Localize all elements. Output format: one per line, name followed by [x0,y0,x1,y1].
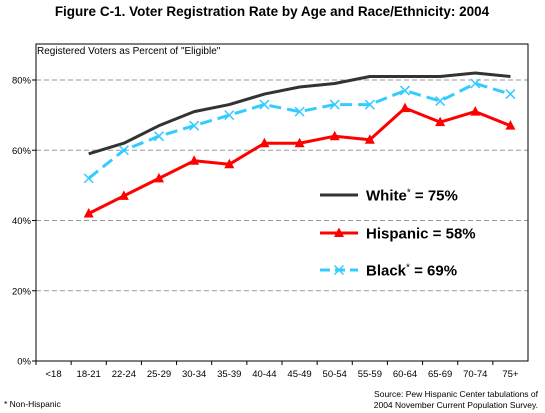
data-point [329,99,340,110]
x-tick-label: <18 [46,369,62,380]
legend: White* = 75% Hispanic = 58% Black* = 69% [320,188,476,280]
data-point [294,137,305,148]
series-line [88,71,511,156]
x-tick-label: 55-59 [358,369,382,380]
x-tick-label: 50-54 [323,369,347,380]
data-point [435,96,446,107]
x-tick-label: 30-34 [182,369,206,380]
chart-title: Figure C-1. Voter Registration Rate by A… [55,4,490,19]
data-point [189,120,200,131]
legend-marker [333,264,345,276]
data-point [294,106,305,117]
grid [36,79,528,292]
data-point [224,110,235,121]
y-ticks: 0% 20% 40% 60% 80% [12,76,32,368]
data-point [153,131,165,142]
legend-label: Black* = 69% [366,263,457,280]
y-tick-label: 0% [17,357,31,368]
data-point [259,137,270,148]
data-point [259,99,270,110]
data-point [189,155,200,165]
data-point [400,102,410,113]
data-point [470,78,481,89]
data-point [399,85,411,96]
series-line [87,82,511,180]
x-tick-label: 75+ [502,369,519,380]
x-tick-label: 25-29 [147,369,171,380]
x-tick-label: 60-64 [393,369,417,380]
y-tick-label: 40% [12,216,32,227]
y-tick-label: 20% [12,286,32,297]
x-tick-label: 65-69 [428,369,452,380]
data-point [83,207,94,218]
data-point [364,99,375,110]
y-tick-label: 80% [12,76,32,87]
data-point [470,106,481,116]
source-line-1: Source: Pew Hispanic Center tabulations … [374,389,539,399]
source-line-2: 2004 November Current Population Survey. [374,400,538,410]
x-tick-label: 22-24 [112,369,136,380]
data-point [435,116,446,127]
data-point [364,134,375,144]
data-point [118,145,129,156]
y-axis-label: Registered Voters as Percent of "Eligibl… [37,46,221,57]
legend-label: Hispanic = 58% [366,226,476,243]
data-point [154,172,164,183]
x-tick-label: 40-44 [252,369,276,380]
x-tick-label: 18-21 [77,369,101,380]
legend-marker [334,227,344,237]
series-group [83,71,516,218]
x-tick-label: 35-39 [217,369,241,380]
x-ticks: <18 18-21 22-24 25-29 30-34 35-39 40-44 45-49 50… [46,369,519,380]
data-point [505,120,516,130]
data-point [224,158,235,169]
axes [32,43,529,365]
data-point [118,190,129,200]
data-point [329,130,340,141]
footnote: * Non-Hispanic [4,399,61,409]
data-point [505,89,516,100]
y-tick-label: 60% [12,146,32,157]
x-tick-label: 70-74 [463,369,487,380]
x-tick-label: 45-49 [287,369,311,380]
legend-label: White* = 75% [366,188,458,205]
data-point [83,173,94,184]
